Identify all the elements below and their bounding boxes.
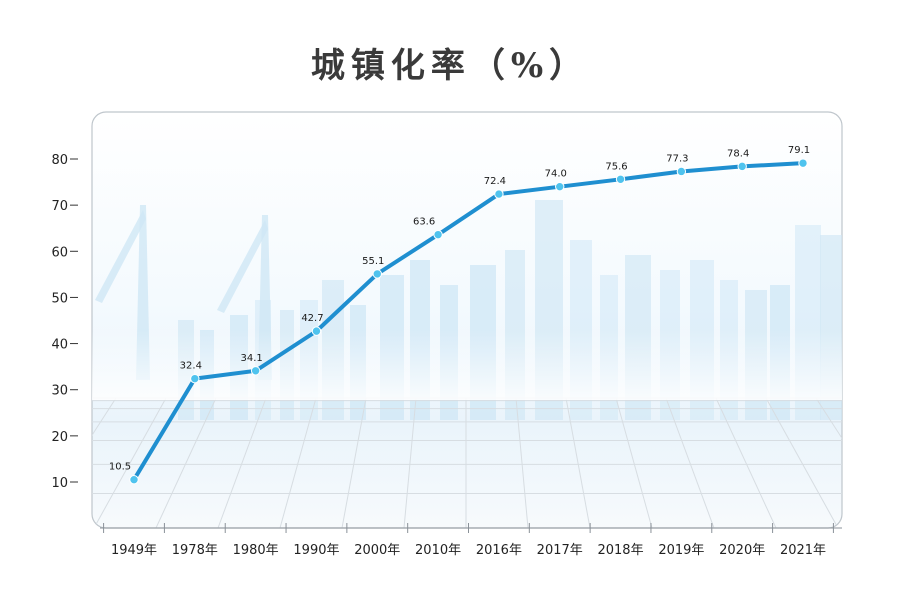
data-label: 10.5 (109, 462, 131, 473)
floor-grid-line (92, 397, 117, 528)
y-tick-label: 20 (51, 430, 68, 445)
floor-grid-line (515, 397, 529, 528)
series-markers (129, 158, 808, 485)
data-label: 72.4 (484, 176, 506, 187)
x-axis: 1949年 1978年 1980年 1990年 2000年 2010年 2016年 2017年… (100, 523, 842, 558)
y-tick-label: 50 (51, 291, 68, 306)
floor-grid-line (341, 397, 367, 528)
crane-arm (217, 220, 268, 313)
data-label: 77.3 (666, 153, 688, 164)
y-tick-label: 40 (51, 338, 68, 353)
floor-grid-line (93, 397, 167, 528)
floor-grid-line (765, 397, 839, 528)
data-point (250, 366, 261, 376)
floor-grid-line (866, 398, 900, 528)
series-line-layer (132, 161, 805, 482)
floor-grid-line (715, 397, 777, 528)
x-tick-label: 2000年 (354, 543, 400, 558)
floor-grid-line (565, 397, 591, 528)
crane-arm (95, 210, 146, 303)
x-tick-label: 2016年 (476, 543, 522, 558)
data-point (311, 326, 322, 336)
x-tick-label: 1980年 (233, 543, 279, 558)
data-label: 34.1 (241, 353, 263, 364)
x-tick-label: 1990年 (293, 543, 339, 558)
x-tick-label: 2021年 (780, 543, 826, 558)
fade-overlay (92, 330, 842, 400)
chart-title: 城镇化率（%） (310, 46, 590, 86)
data-labels: 10.5 32.4 34.1 42.7 55.1 63.6 72.4 74.0 75.6 77.3… (109, 145, 810, 473)
data-label: 55.1 (362, 256, 384, 267)
x-tick-label: 2017年 (537, 543, 583, 558)
x-tick-label: 1978年 (172, 543, 218, 558)
y-tick-label: 10 (51, 476, 68, 491)
data-point (555, 181, 565, 192)
floor-grid-line (815, 397, 842, 528)
x-tick-label: 2020年 (719, 543, 765, 558)
data-label: 42.7 (301, 313, 323, 324)
y-tick-label: 80 (51, 153, 68, 168)
data-point (190, 373, 200, 384)
floor-grid-line (665, 397, 715, 528)
series-line (132, 161, 805, 482)
y-tick-label: 30 (51, 384, 68, 399)
y-tick-label: 70 (51, 199, 68, 214)
floor-grid-line (403, 397, 417, 528)
floor-grid-line (615, 397, 653, 528)
data-label: 74.0 (545, 169, 567, 180)
data-point (615, 174, 626, 185)
x-tick-label: 2010年 (415, 543, 461, 558)
data-point (494, 189, 504, 199)
x-tick-label: 2018年 (597, 543, 643, 558)
floor-grid-line (0, 398, 16, 528)
floor-grid-line (155, 397, 217, 528)
skyline-decoration (0, 200, 900, 528)
data-label: 75.6 (605, 161, 627, 172)
background-panel (0, 111, 900, 529)
data-point (798, 158, 808, 168)
floor-grid-line (0, 398, 66, 528)
x-tick-label: 2019年 (658, 543, 704, 558)
data-label: 79.1 (788, 145, 810, 156)
y-axis: 10 20 30 40 50 60 70 80 (51, 153, 78, 491)
data-label: 63.6 (413, 217, 435, 228)
data-point (676, 166, 687, 177)
data-point (129, 474, 139, 485)
data-label: 78.4 (727, 148, 749, 159)
data-point (433, 229, 443, 240)
floor-grid-line (217, 397, 267, 528)
floor-grid-line (279, 397, 317, 528)
data-label: 32.4 (180, 361, 202, 372)
x-tick-label: 1949年 (111, 543, 157, 558)
data-point (372, 269, 382, 279)
data-point (737, 161, 747, 172)
y-tick-label: 60 (51, 245, 68, 260)
